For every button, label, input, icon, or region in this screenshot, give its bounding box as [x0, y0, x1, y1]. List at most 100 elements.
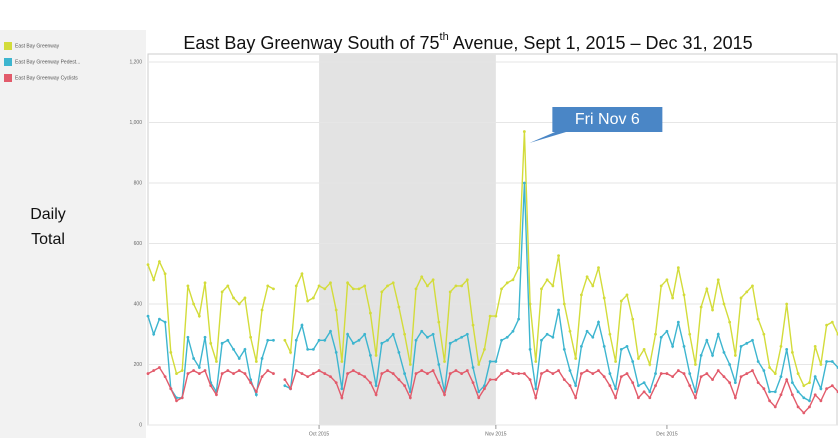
point: [397, 378, 401, 382]
point: [597, 320, 600, 324]
point: [557, 254, 560, 257]
point: [363, 332, 367, 336]
point: [694, 396, 697, 400]
point: [534, 387, 538, 391]
point: [146, 263, 150, 267]
point: [637, 384, 640, 388]
point: [591, 284, 595, 288]
point: [733, 381, 737, 385]
point: [237, 357, 241, 360]
point: [597, 369, 600, 372]
point: [448, 290, 452, 294]
point: [192, 369, 196, 372]
point: [625, 293, 629, 297]
point: [830, 384, 834, 388]
point: [203, 281, 207, 285]
point: [391, 332, 395, 336]
point: [414, 287, 418, 291]
point: [197, 314, 201, 318]
point: [711, 378, 714, 382]
point: [426, 372, 429, 375]
point: [465, 332, 469, 336]
point: [357, 287, 361, 291]
point: [203, 335, 207, 339]
chart-title: East Bay Greenway South of 75th Avenue, …: [183, 31, 752, 53]
point: [579, 293, 583, 297]
point: [357, 338, 361, 342]
point: [540, 372, 543, 375]
point: [790, 381, 794, 385]
point: [197, 366, 201, 369]
point: [283, 384, 287, 388]
point: [368, 354, 372, 357]
point: [323, 372, 327, 375]
point: [220, 372, 224, 375]
point: [180, 369, 184, 372]
point: [768, 399, 771, 403]
point: [528, 302, 532, 306]
point: [773, 390, 777, 394]
point: [739, 344, 743, 348]
point: [488, 314, 492, 318]
point: [500, 287, 503, 291]
point: [329, 375, 332, 378]
point: [528, 347, 532, 351]
point: [465, 369, 469, 372]
point: [374, 384, 378, 388]
point: [243, 296, 247, 300]
point: [819, 399, 823, 403]
point: [374, 393, 378, 397]
point: [483, 347, 486, 351]
point: [762, 369, 766, 372]
point: [790, 351, 794, 354]
point: [175, 399, 178, 403]
point: [300, 372, 304, 375]
point: [579, 372, 583, 375]
point: [266, 284, 270, 288]
point: [699, 375, 703, 378]
point: [505, 281, 509, 285]
point: [494, 314, 498, 318]
point: [254, 360, 258, 363]
point: [152, 332, 156, 336]
point: [448, 341, 452, 345]
point: [802, 396, 806, 400]
point: [477, 390, 481, 394]
point: [266, 338, 270, 342]
title-part: Avenue, Sept 1, 2015 – Dec 31, 2015: [449, 33, 753, 53]
point: [745, 372, 749, 375]
point: [602, 296, 606, 300]
point: [158, 260, 161, 264]
point: [374, 354, 378, 357]
point: [676, 320, 680, 324]
point: [254, 390, 258, 394]
point: [300, 272, 304, 276]
point: [522, 372, 526, 375]
point: [511, 278, 515, 282]
point: [511, 329, 515, 333]
point: [711, 354, 714, 357]
point: [437, 320, 441, 324]
point: [368, 381, 372, 385]
point: [289, 387, 292, 391]
point: [260, 308, 264, 312]
point: [654, 372, 657, 375]
point: [722, 302, 726, 306]
point: [557, 308, 560, 312]
point: [391, 372, 395, 375]
point: [762, 332, 766, 336]
point: [602, 375, 606, 378]
legend-swatch: [4, 74, 12, 82]
point: [648, 396, 652, 400]
point: [346, 332, 349, 336]
point: [659, 335, 663, 339]
point: [163, 272, 167, 276]
point: [494, 378, 498, 382]
point: [294, 284, 298, 288]
y-tick-label: 600: [134, 241, 143, 247]
callout-box: [552, 107, 663, 132]
point: [591, 372, 595, 375]
point: [454, 284, 458, 288]
point: [682, 372, 686, 375]
legend-label: East Bay Greenway Pedest...: [15, 59, 80, 65]
